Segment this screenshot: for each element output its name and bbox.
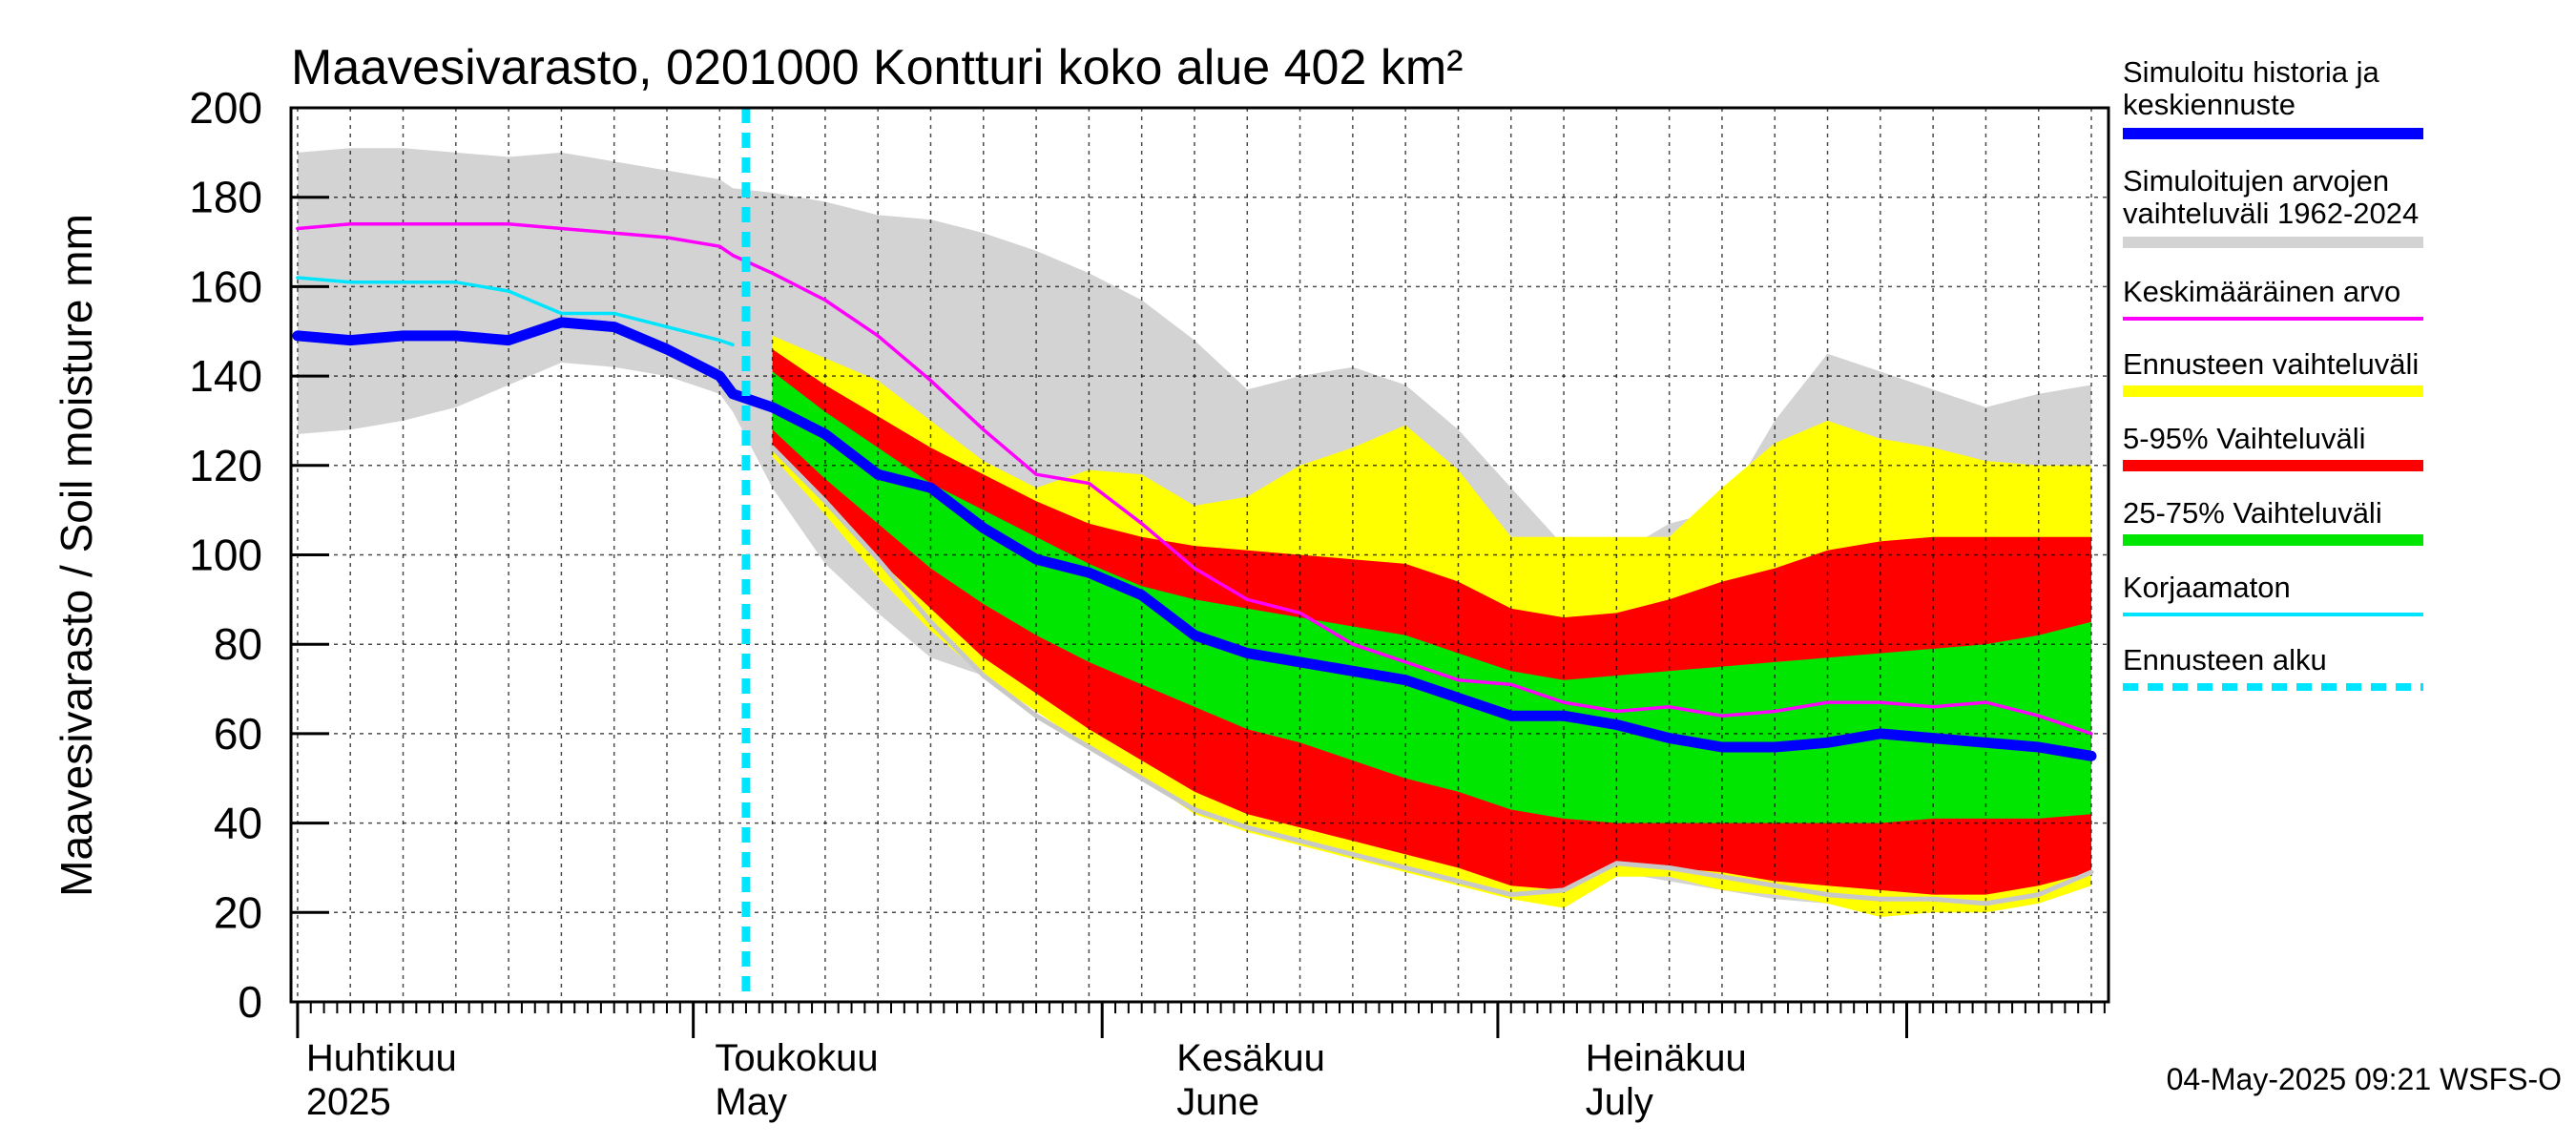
y-tick-label: 120 <box>189 441 262 490</box>
median-line <box>292 317 2097 761</box>
month-label-en: 2025 <box>306 1081 391 1123</box>
month-label-en: May <box>715 1081 787 1123</box>
mean-line <box>296 222 2093 736</box>
p25-75-band <box>772 371 2091 823</box>
y-tick-label: 60 <box>214 709 262 759</box>
legend: Simuloitu historia jakeskiennusteSimuloi… <box>2123 55 2423 691</box>
y-tick-label: 160 <box>189 261 262 311</box>
legend-item: 5-95% Vaihteluväli <box>2123 422 2423 471</box>
legend-label: Simuloitu historia ja <box>2123 55 2380 89</box>
uncorrected-line <box>296 276 735 347</box>
legend-label: Ennusteen vaihteluväli <box>2123 347 2419 381</box>
legend-label: 5-95% Vaihteluväli <box>2123 422 2365 455</box>
legend-label: vaihteluväli 1962-2024 <box>2123 197 2419 230</box>
y-tick-label: 180 <box>189 173 262 222</box>
month-label-fi: Huhtikuu <box>306 1037 457 1079</box>
legend-label: Keskimääräinen arvo <box>2123 275 2400 308</box>
legend-label: keskiennuste <box>2123 88 2296 121</box>
timestamp-footer: 04-May-2025 09:21 WSFS-O <box>2167 1062 2562 1096</box>
y-tick-label: 40 <box>214 799 262 848</box>
legend-item: Ennusteen alku <box>2123 643 2423 691</box>
y-tick-label: 200 <box>189 83 262 133</box>
chart-title: Maavesivarasto, 0201000 Kontturi koko al… <box>291 40 1463 95</box>
lower-bound-line <box>770 445 2094 906</box>
month-label-en: July <box>1586 1081 1653 1123</box>
y-tick-label: 100 <box>189 531 262 580</box>
legend-label: 25-75% Vaihteluväli <box>2123 496 2382 530</box>
month-label-fi: Toukokuu <box>715 1037 878 1079</box>
legend-label: Korjaamaton <box>2123 571 2291 604</box>
legend-item: 25-75% Vaihteluväli <box>2123 496 2423 546</box>
y-tick-label: 0 <box>238 977 262 1027</box>
legend-item: Keskimääräinen arvo <box>2123 275 2423 321</box>
legend-label: Ennusteen alku <box>2123 643 2327 677</box>
y-axis-label: Maavesivarasto / Soil moisture mm <box>52 214 101 897</box>
month-label-en: June <box>1176 1081 1259 1123</box>
y-tick-label: 140 <box>189 351 262 401</box>
legend-item: Korjaamaton <box>2123 571 2423 616</box>
legend-item: Ennusteen vaihteluväli <box>2123 347 2423 397</box>
month-label-fi: Kesäkuu <box>1176 1037 1325 1079</box>
y-tick-label: 80 <box>214 619 262 669</box>
y-tick-label: 20 <box>214 887 262 937</box>
legend-label: Simuloitujen arvojen <box>2123 164 2389 198</box>
month-label-fi: Heinäkuu <box>1586 1037 1747 1079</box>
